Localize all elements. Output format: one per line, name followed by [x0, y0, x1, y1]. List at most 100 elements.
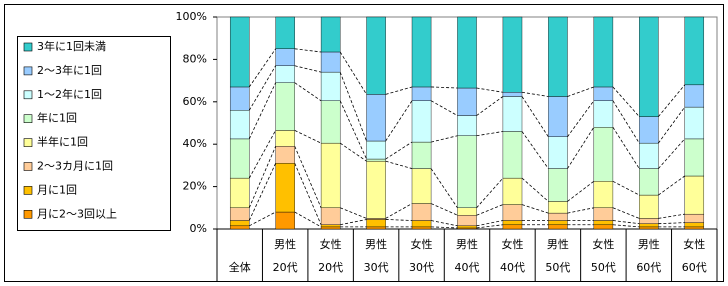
- bar-segment: [684, 226, 705, 230]
- bar-segment: [320, 100, 341, 144]
- x-tick-label: 男性: [274, 237, 296, 251]
- series-line: [385, 219, 413, 221]
- series-line: [521, 131, 549, 169]
- y-tick-label: 40%: [183, 137, 207, 150]
- series-line: [294, 48, 322, 53]
- bar-segment: [593, 86, 614, 101]
- bar-segment: [229, 177, 250, 208]
- bar-segment: [548, 224, 568, 230]
- series-line: [431, 226, 458, 229]
- series-line: [385, 141, 413, 160]
- bar-segment: [366, 140, 386, 160]
- bar-segment: [411, 86, 432, 101]
- bar-segment: [593, 220, 614, 225]
- x-tick-label: 40代: [455, 261, 480, 274]
- x-tick-label: 男性: [638, 237, 660, 251]
- legend-swatch: [23, 210, 33, 219]
- bar-segment: [320, 142, 341, 209]
- bar-segment: [320, 207, 341, 225]
- x-tick-label: 女性: [320, 237, 342, 251]
- bar-segment: [502, 131, 523, 179]
- series-line: [339, 71, 367, 142]
- x-tick-label: 60代: [636, 261, 661, 274]
- y-tick-label: 60%: [183, 95, 207, 108]
- series-line: [567, 100, 595, 138]
- x-tick-label: 20代: [273, 261, 298, 274]
- bar-segment: [411, 220, 432, 228]
- series-line: [476, 224, 503, 229]
- series-line: [248, 82, 276, 140]
- series-line: [294, 146, 322, 208]
- series-line: [567, 127, 595, 169]
- bar-segment: [548, 168, 568, 202]
- bar-segment: [229, 220, 250, 227]
- series-line: [476, 177, 504, 209]
- x-tick-label: 女性: [592, 237, 614, 251]
- x-tick-label: 20代: [318, 261, 343, 274]
- legend-box: [17, 36, 171, 231]
- legend-swatch: [23, 138, 33, 147]
- bar-segment: [639, 226, 659, 230]
- series-line: [476, 87, 503, 93]
- x-tick-label: 女性: [683, 237, 705, 251]
- bar-segment: [320, 226, 341, 230]
- bar-segment: [684, 213, 705, 223]
- x-tick-label: 男性: [365, 237, 387, 251]
- y-tick-label: 0%: [190, 222, 207, 235]
- bar-segment: [593, 224, 614, 230]
- series-line: [612, 127, 640, 169]
- bar-segment: [411, 168, 432, 204]
- bar-segment: [548, 212, 568, 221]
- series-line: [430, 135, 458, 143]
- bar-segment: [457, 115, 477, 136]
- bar-segment: [548, 136, 568, 169]
- bar-segment: [548, 220, 568, 225]
- x-tick-label: 40代: [500, 261, 525, 274]
- series-line: [431, 220, 458, 227]
- series-line: [248, 65, 276, 111]
- series-line: [340, 219, 367, 226]
- bar-segment: [457, 16, 477, 89]
- bar-segment: [639, 194, 659, 219]
- bar-segment: [366, 158, 386, 162]
- x-tick-label: 女性: [501, 237, 523, 251]
- series-line: [612, 86, 640, 117]
- series-line: [567, 207, 594, 214]
- legend-swatch: [23, 186, 33, 195]
- legend-label: 半年に1回: [37, 135, 88, 149]
- x-tick-label: 男性: [547, 237, 569, 251]
- legend-label: 月に2～3回以上: [37, 207, 117, 220]
- series-line: [294, 163, 322, 225]
- series-line: [476, 131, 503, 137]
- bar-segment: [639, 142, 659, 169]
- series-line: [658, 213, 685, 219]
- bar-segment: [320, 16, 341, 53]
- bar-segment: [320, 71, 341, 101]
- bar-segment: [502, 16, 523, 93]
- y-tick-label: 80%: [183, 52, 207, 65]
- series-line: [385, 203, 413, 219]
- bar-segment: [502, 204, 523, 221]
- bar-segment: [639, 16, 659, 117]
- series-line: [294, 82, 322, 102]
- series-line: [612, 220, 640, 225]
- series-line: [339, 142, 367, 162]
- bar-segment: [502, 224, 523, 230]
- x-tick-label: 女性: [411, 237, 433, 251]
- bar-segment: [684, 222, 705, 228]
- bar-segment: [366, 219, 386, 228]
- bar-segment: [593, 16, 614, 88]
- series-line: [658, 138, 686, 169]
- bar-segment: [548, 16, 568, 97]
- bar-segment: [684, 16, 705, 86]
- series-line: [612, 224, 640, 228]
- series-line: [385, 100, 413, 142]
- series-line: [294, 65, 322, 73]
- bar-segment: [411, 203, 432, 221]
- bar-segment: [684, 84, 705, 108]
- series-line: [521, 91, 549, 97]
- x-tick-label: 30代: [409, 261, 434, 274]
- legend-label: 3年に1回未満: [37, 39, 106, 53]
- series-line: [658, 222, 685, 225]
